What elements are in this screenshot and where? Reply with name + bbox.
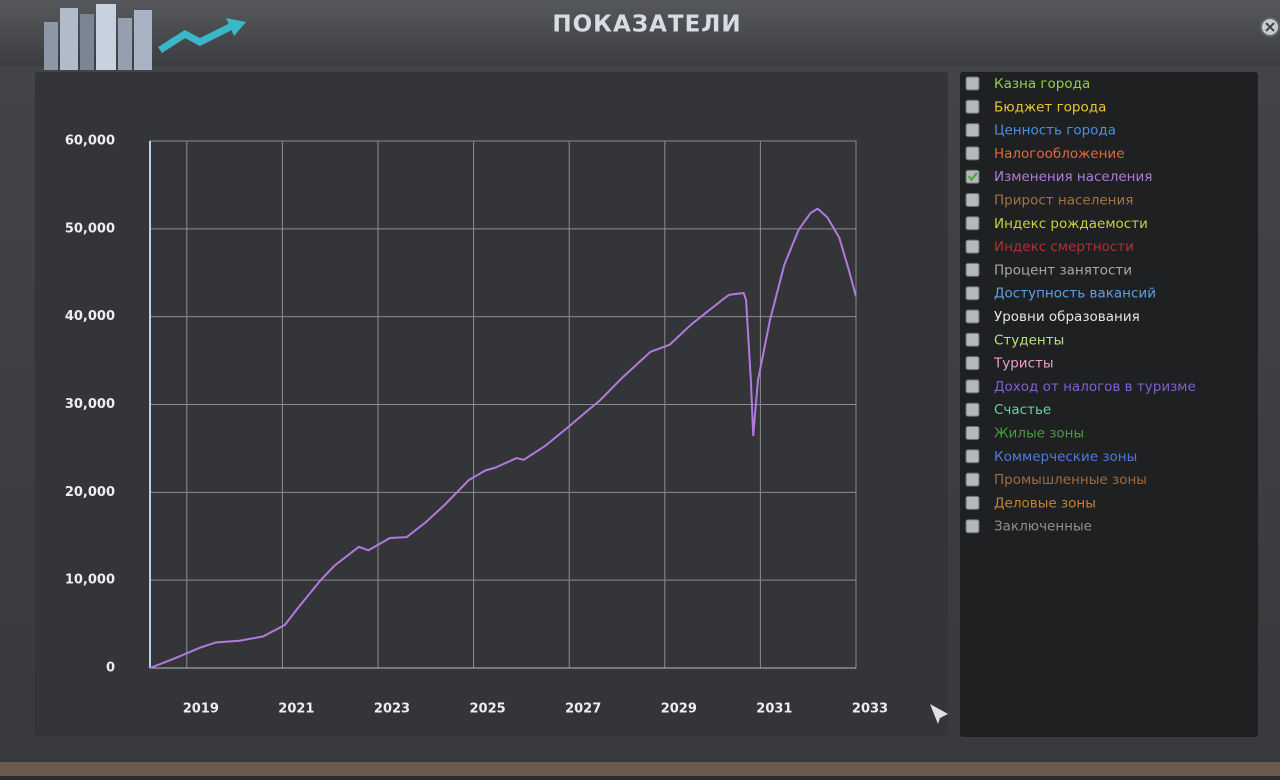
checkbox[interactable] bbox=[965, 402, 980, 417]
legend-item[interactable]: Ценность города bbox=[965, 123, 1116, 139]
legend-label[interactable]: Прирост населения bbox=[994, 193, 1133, 209]
y-tick-label: 20,000 bbox=[65, 485, 115, 500]
legend-item[interactable]: Студенты bbox=[965, 332, 1064, 348]
checkbox[interactable] bbox=[965, 379, 980, 394]
legend-item[interactable]: Заключенные bbox=[965, 519, 1092, 535]
y-tick-label: 0 bbox=[106, 661, 115, 676]
legend-item[interactable]: Изменения населения bbox=[965, 169, 1152, 185]
checkbox[interactable] bbox=[965, 426, 980, 440]
legend-label[interactable]: Деловые зоны bbox=[994, 495, 1096, 511]
cursor bbox=[930, 704, 948, 724]
x-tick-label: 2023 bbox=[374, 702, 410, 717]
legend-item[interactable]: Налогообложение bbox=[965, 146, 1125, 162]
x-tick-label: 2033 bbox=[852, 702, 888, 717]
checkbox[interactable] bbox=[965, 449, 980, 464]
legend-label[interactable]: Уровни образования bbox=[994, 309, 1140, 325]
checkbox[interactable] bbox=[965, 99, 980, 114]
data-line bbox=[149, 207, 857, 669]
legend-label[interactable]: Жилые зоны bbox=[994, 426, 1084, 442]
legend-item[interactable]: Коммерческие зоны bbox=[965, 449, 1137, 465]
checkbox[interactable] bbox=[965, 216, 980, 231]
checkmark bbox=[967, 172, 978, 182]
y-tick-label: 40,000 bbox=[65, 309, 115, 324]
checkbox[interactable] bbox=[965, 146, 980, 161]
checkbox[interactable] bbox=[965, 193, 980, 207]
legend-label[interactable]: Коммерческие зоны bbox=[994, 449, 1137, 465]
x-tick-label: 2031 bbox=[756, 702, 792, 717]
x-tick-label: 2025 bbox=[470, 702, 506, 717]
legend-item[interactable]: Уровни образования bbox=[965, 309, 1140, 325]
checkbox[interactable] bbox=[965, 356, 980, 371]
y-tick-label: 50,000 bbox=[65, 221, 115, 236]
x-tick-label: 2029 bbox=[661, 702, 697, 717]
legend-item[interactable]: Жилые зоны bbox=[965, 426, 1084, 442]
y-tick-label: 60,000 bbox=[65, 134, 115, 149]
legend-item[interactable]: Казна города bbox=[965, 76, 1090, 92]
legend-label[interactable]: Казна города bbox=[994, 76, 1090, 92]
legend-label[interactable]: Процент занятости bbox=[994, 262, 1132, 278]
legend-label[interactable]: Заключенные bbox=[994, 519, 1092, 535]
legend-label[interactable]: Туристы bbox=[993, 356, 1054, 372]
checkbox[interactable] bbox=[965, 332, 980, 347]
checkbox[interactable] bbox=[965, 286, 980, 301]
legend-label[interactable]: Ценность города bbox=[994, 123, 1116, 139]
legend-label[interactable]: Изменения населения bbox=[994, 169, 1152, 185]
checkbox[interactable] bbox=[965, 262, 980, 277]
legend-item[interactable]: Туристы bbox=[965, 356, 1054, 372]
checkbox[interactable] bbox=[965, 472, 980, 487]
legend-item[interactable]: Счастье bbox=[965, 402, 1051, 418]
y-tick-label: 30,000 bbox=[65, 397, 115, 412]
legend-item[interactable]: Процент занятости bbox=[965, 262, 1132, 278]
checkbox[interactable] bbox=[965, 495, 980, 510]
legend-item[interactable]: Доступность вакансий bbox=[965, 286, 1156, 302]
legend: Казна города Бюджет города Ценность города… bbox=[965, 76, 1196, 535]
legend-label[interactable]: Доход от налогов в туризме bbox=[994, 379, 1196, 395]
legend-label[interactable]: Счастье bbox=[994, 402, 1051, 418]
y-tick-label: 10,000 bbox=[65, 573, 115, 588]
checkbox[interactable] bbox=[965, 309, 980, 324]
x-tick-label: 2021 bbox=[278, 702, 314, 717]
legend-label[interactable]: Промышленные зоны bbox=[994, 472, 1147, 488]
legend-item[interactable]: Индекс рождаемости bbox=[965, 216, 1148, 232]
bottom-edge bbox=[0, 762, 1280, 776]
legend-item[interactable]: Промышленные зоны bbox=[965, 472, 1147, 488]
legend-item[interactable]: Индекс смертности bbox=[965, 239, 1134, 255]
close-button[interactable] bbox=[1260, 17, 1280, 37]
checkbox[interactable] bbox=[965, 76, 980, 91]
x-tick-label: 2019 bbox=[183, 702, 219, 717]
checkbox[interactable] bbox=[965, 239, 980, 254]
legend-item[interactable]: Деловые зоны bbox=[965, 495, 1096, 511]
legend-item[interactable]: Прирост населения bbox=[965, 193, 1133, 209]
legend-label[interactable]: Индекс смертности bbox=[994, 239, 1134, 255]
window-title: ПОКАЗАТЕЛИ bbox=[552, 12, 741, 38]
chart: 0 10,000 20,000 30,000 40,000 50,000 60,000 201… bbox=[65, 134, 888, 717]
legend-label[interactable]: Индекс рождаемости bbox=[994, 216, 1148, 232]
checkbox[interactable] bbox=[965, 123, 980, 138]
legend-panel bbox=[960, 72, 1258, 737]
header-icon bbox=[44, 4, 246, 70]
legend-label[interactable]: Налогообложение bbox=[994, 146, 1125, 162]
legend-item[interactable]: Доход от налогов в туризме bbox=[965, 379, 1196, 395]
legend-label[interactable]: Доступность вакансий bbox=[994, 286, 1156, 302]
legend-label[interactable]: Бюджет города bbox=[994, 99, 1106, 115]
legend-label[interactable]: Студенты bbox=[994, 332, 1064, 348]
x-tick-label: 2027 bbox=[565, 702, 601, 717]
checkbox[interactable] bbox=[965, 519, 980, 534]
legend-item[interactable]: Бюджет города bbox=[965, 99, 1106, 115]
